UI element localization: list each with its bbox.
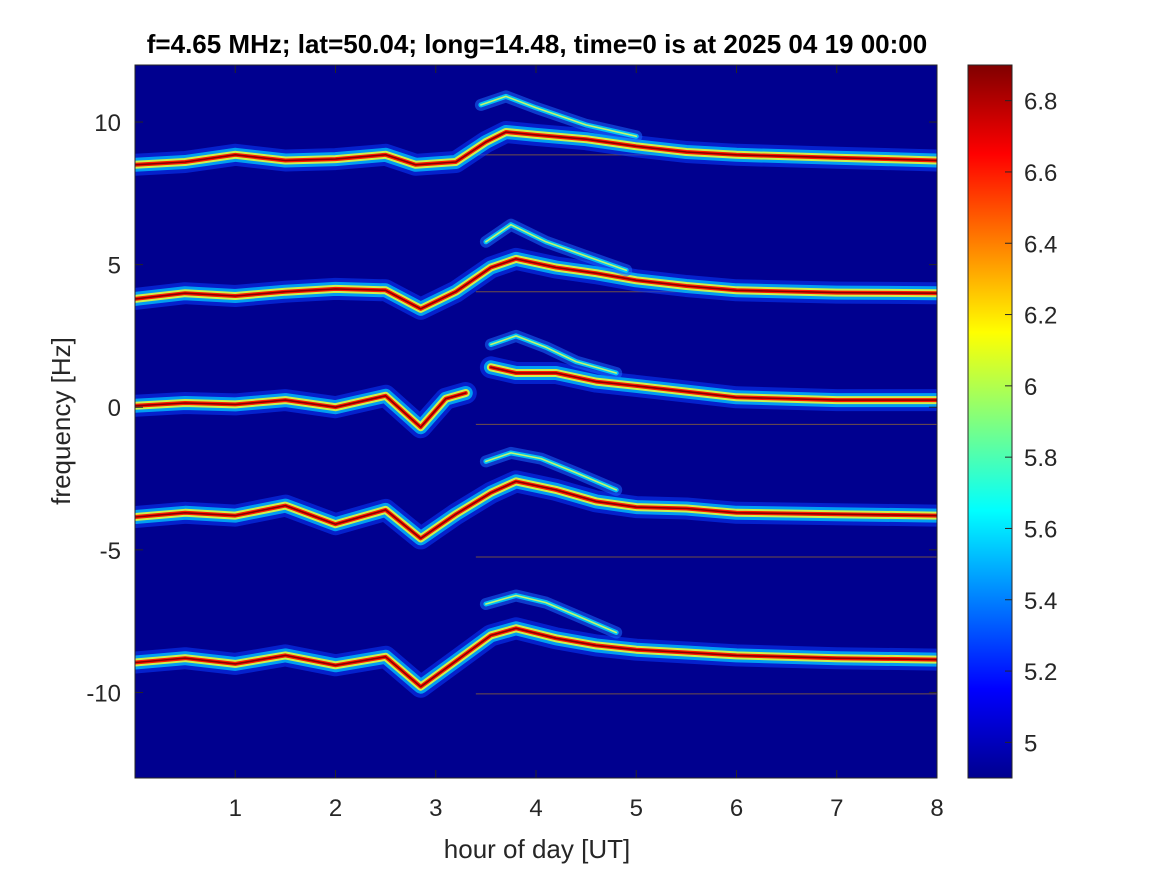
x-axis-label: hour of day [UT]	[444, 834, 630, 864]
main-trace-path	[135, 392, 467, 428]
x-tick-label: 1	[229, 795, 242, 822]
colorbar-tick-label: 5.2	[1024, 659, 1057, 686]
y-tick-label: 10	[94, 110, 121, 137]
x-tick-label: 4	[529, 795, 542, 822]
colorbar-tick-label: 5	[1024, 730, 1037, 757]
colorbar-tick-label: 6.8	[1024, 89, 1057, 116]
colorbar-frame	[967, 64, 1013, 779]
trace-0	[135, 90, 937, 176]
colorbar-tick-label: 6.2	[1024, 303, 1057, 330]
colorbar-tick-label: 6.4	[1024, 231, 1057, 258]
trace-4	[135, 589, 937, 698]
colorbar-ticks: 6.8 6.6 6.4 6.2 6 5.8 5.6 5.4 5.2 5	[1005, 89, 1057, 757]
x-tick-label: 8	[930, 795, 943, 822]
x-tick-label: 7	[830, 795, 843, 822]
x-tick-label: 6	[730, 795, 743, 822]
x-axis-ticks: 1 2 3 4 5 6 7 8	[229, 65, 944, 822]
colorbar-tick-label: 5.8	[1024, 445, 1057, 472]
trace-2	[135, 329, 937, 439]
y-axis-label: frequency [Hz]	[46, 337, 76, 505]
main-trace-path	[135, 131, 937, 166]
y-tick-label: 0	[108, 395, 121, 422]
upper-trace-path	[490, 335, 617, 374]
y-tick-label: 5	[108, 253, 121, 280]
chart-title: f=4.65 MHz; lat=50.04; long=14.48, time=…	[147, 29, 927, 59]
upper-trace-path	[480, 95, 638, 138]
trace-3	[135, 446, 937, 558]
x-tick-label: 3	[429, 795, 442, 822]
x-tick-label: 2	[329, 795, 342, 822]
y-tick-label: -10	[86, 680, 121, 707]
after-trace-path	[490, 366, 937, 401]
y-tick-label: -5	[100, 538, 121, 565]
main-trace-path	[135, 258, 937, 310]
colorbar-tick-label: 5.4	[1024, 588, 1057, 615]
y-axis-ticks: 10 5 0 -5 -10	[86, 110, 937, 707]
main-trace-path	[135, 627, 937, 688]
trace-1	[135, 218, 937, 320]
spectral-traces	[135, 90, 937, 698]
colorbar-tick-label: 6.6	[1024, 160, 1057, 187]
upper-trace-path	[485, 594, 617, 634]
colorbar-tick-label: 6	[1024, 374, 1037, 401]
upper-trace-path	[485, 223, 627, 272]
colorbar	[968, 65, 1012, 778]
x-tick-label: 5	[630, 795, 643, 822]
main-trace-path	[135, 480, 937, 540]
upper-trace-path	[485, 452, 617, 491]
colorbar-tick-label: 5.6	[1024, 516, 1057, 543]
